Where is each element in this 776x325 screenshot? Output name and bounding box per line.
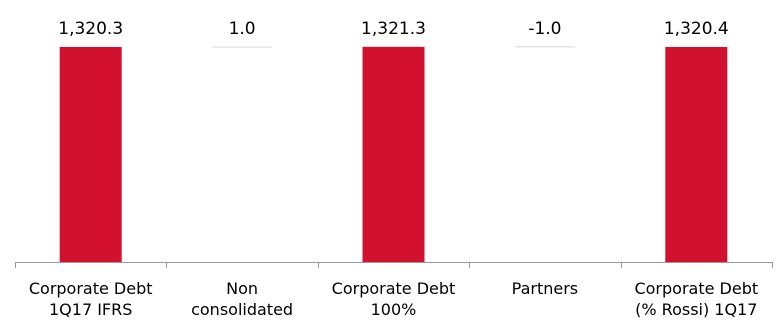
category-label-3: Corporate Debt 100% [332, 279, 456, 319]
bar-5 [665, 46, 728, 262]
value-label-1: 1,320.3 [58, 19, 123, 39]
value-labels-layer: 1,320.3 1.0 1,321.3 -1.0 1,320.4 [58, 19, 728, 39]
value-label-5: 1,320.4 [664, 19, 729, 39]
value-label-2: 1.0 [229, 19, 256, 39]
category-labels-layer: Corporate Debt 1Q17 IFRS Non consolidated Co… [29, 279, 758, 319]
bars-layer [59, 46, 728, 262]
category-label-4: Partners [512, 279, 578, 298]
bar-3 [362, 46, 425, 262]
x-axis-ticks [15, 262, 773, 268]
bar-1 [59, 47, 122, 262]
value-label-3: 1,321.3 [361, 19, 426, 39]
category-label-2: Non consolidated [191, 279, 293, 319]
category-label-1: Corporate Debt 1Q17 IFRS [29, 279, 153, 319]
value-label-4: -1.0 [528, 19, 561, 39]
category-label-5: Corporate Debt (% Rossi) 1Q17 [634, 279, 758, 319]
